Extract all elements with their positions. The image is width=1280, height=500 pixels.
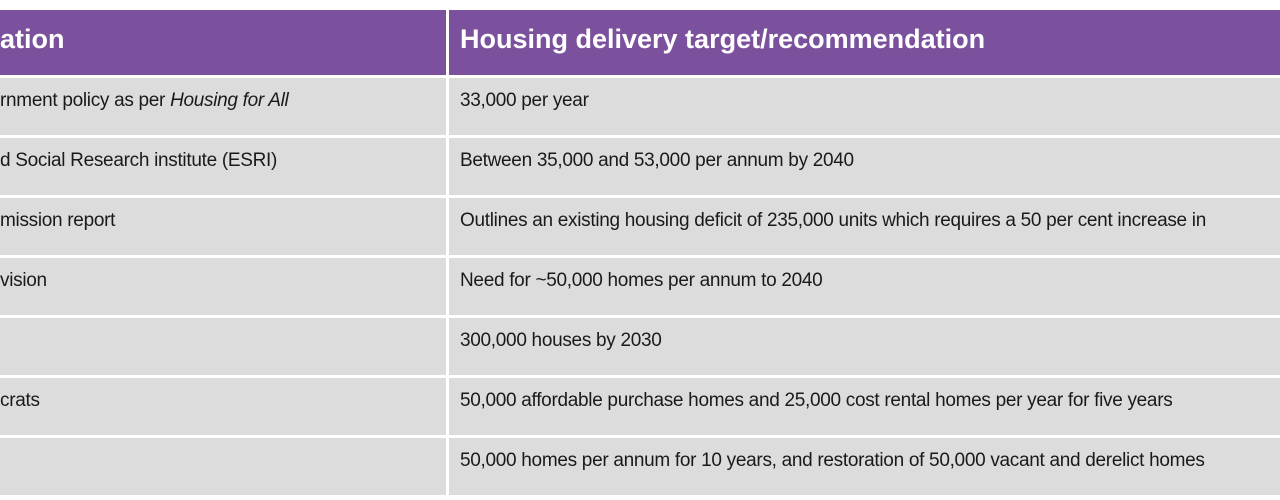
source-text: rnment policy as per — [0, 89, 166, 111]
table: ation Housing delivery target/recommenda… — [0, 10, 1280, 498]
source-cell: rnment policy as per Housing for All — [0, 78, 446, 135]
table-row: crats 50,000 affordable purchase homes an… — [0, 378, 1280, 435]
source-text: vision — [0, 269, 47, 291]
target-cell: 50,000 homes per annum for 10 years, and… — [449, 438, 1280, 495]
target-text: Need for ~50,000 homes per annum to 2040 — [460, 269, 823, 291]
source-text: mission report — [0, 209, 116, 231]
source-cell — [0, 438, 446, 495]
target-cell: 300,000 houses by 2030 — [449, 318, 1280, 375]
source-cell: vision — [0, 258, 446, 315]
source-wrap: crats — [0, 390, 40, 412]
header-text: Housing delivery target/recommendation — [460, 24, 986, 54]
source-wrap: vision — [0, 270, 47, 292]
source-wrap: rnment policy as per Housing for All — [0, 89, 289, 112]
source-text: d Social Research institute (ESRI) — [0, 149, 278, 171]
target-text: 50,000 homes per annum for 10 years, and… — [460, 449, 1205, 471]
target-text: 33,000 per year — [460, 89, 589, 111]
table-row: 300,000 houses by 2030 — [0, 318, 1280, 375]
source-wrap: mission report — [0, 210, 115, 232]
target-cell: Need for ~50,000 homes per annum to 2040 — [449, 258, 1280, 315]
source-cell: crats — [0, 378, 446, 435]
target-text: Outlines an existing housing deficit of … — [460, 209, 1206, 231]
table-row: d Social Research institute (ESRI) Betwee… — [0, 138, 1280, 195]
target-text: Between 35,000 and 53,000 per annum by 2… — [460, 149, 854, 171]
target-text: 50,000 affordable purchase homes and 25,… — [460, 389, 1173, 411]
source-italic: Housing for All — [170, 89, 289, 111]
target-cell: Outlines an existing housing deficit of … — [449, 198, 1280, 255]
source-cell: mission report — [0, 198, 446, 255]
source-cell: d Social Research institute (ESRI) — [0, 138, 446, 195]
header-cell: Housing delivery target/recommendation — [449, 10, 1280, 75]
header-text: ation — [0, 24, 65, 54]
source-text: crats — [0, 389, 40, 411]
target-text: 300,000 houses by 2030 — [460, 329, 662, 351]
source-cell — [0, 318, 446, 375]
table-row: 50,000 homes per annum for 10 years, and… — [0, 438, 1280, 495]
header-row: ation Housing delivery target/recommenda… — [0, 10, 1280, 75]
target-cell: 33,000 per year — [449, 78, 1280, 135]
table-row: vision Need for ~50,000 homes per annum t… — [0, 258, 1280, 315]
table-row: mission report Outlines an existing housi… — [0, 198, 1280, 255]
header-cell: ation — [0, 10, 446, 75]
source-wrap: d Social Research institute (ESRI) — [0, 150, 277, 172]
target-cell: Between 35,000 and 53,000 per annum by 2… — [449, 138, 1280, 195]
target-cell: 50,000 affordable purchase homes and 25,… — [449, 378, 1280, 435]
table-row: rnment policy as per Housing for All 33,0… — [0, 78, 1280, 135]
